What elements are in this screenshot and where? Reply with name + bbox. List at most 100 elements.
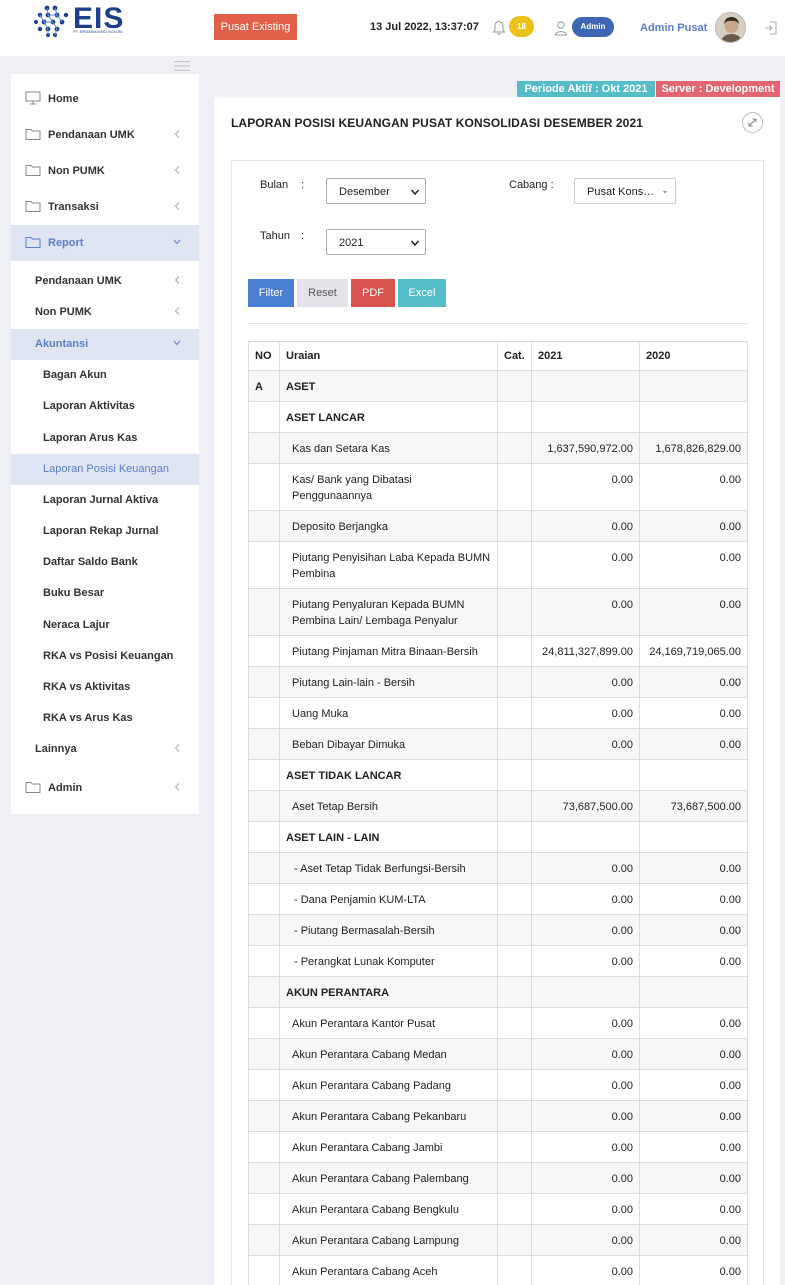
cell-uraian: Akun Perantara Cabang Bengkulu — [279, 1193, 498, 1225]
sidebar-sub-akuntansi[interactable]: Akuntansi — [11, 329, 199, 360]
sidebar-link-laporan-jurnal-aktiva[interactable]: Laporan Jurnal Aktiva — [11, 485, 199, 516]
bulan-select[interactable]: Desember — [326, 178, 426, 204]
sidebar-item-pendanaan-umk[interactable]: Pendanaan UMK — [11, 117, 199, 153]
cell-uraian: ASET LAIN - LAIN — [279, 821, 498, 853]
sidebar-link-label: RKA vs Posisi Keuangan — [43, 650, 174, 662]
sidebar-link-laporan-posisi-keuangan[interactable]: Laporan Posisi Keuangan — [11, 454, 199, 485]
bell-icon[interactable] — [492, 20, 506, 36]
table-section-row: ASET LAIN - LAIN — [248, 821, 748, 853]
user-name[interactable]: Admin Pusat — [640, 22, 708, 34]
sidebar-link-laporan-aktivitas[interactable]: Laporan Aktivitas — [11, 391, 199, 422]
sidebar-link-laporan-arus-kas[interactable]: Laporan Arus Kas — [11, 423, 199, 454]
page-title: LAPORAN POSISI KEUANGAN PUSAT KONSOLIDAS… — [231, 116, 644, 130]
cell-cat — [497, 852, 532, 884]
sidebar-item-admin[interactable]: Admin — [11, 770, 199, 806]
table-section-row: ASET TIDAK LANCAR — [248, 759, 748, 791]
cell-cat — [497, 759, 532, 791]
cell-no — [248, 1007, 280, 1039]
cell-no — [248, 759, 280, 791]
cell-no — [248, 1100, 280, 1132]
cell-uraian: Akun Perantara Cabang Jambi — [279, 1131, 498, 1163]
tahun-select-value: 2021 — [339, 237, 364, 249]
sidebar-link-neraca-lajur[interactable]: Neraca Lajur — [11, 610, 199, 641]
hamburger-menu-icon[interactable] — [174, 60, 190, 72]
expand-button[interactable] — [742, 112, 763, 133]
cell-uraian: - Piutang Bermasalah-Bersih — [279, 914, 498, 946]
sidebar-link-rka-vs-aktivitas[interactable]: RKA vs Aktivitas — [11, 672, 199, 703]
sidebar-item-home[interactable]: Home — [11, 81, 199, 117]
cell-2021 — [531, 821, 640, 853]
cell-2021: 0.00 — [531, 1131, 640, 1163]
avatar[interactable] — [715, 12, 746, 43]
report-panel: LAPORAN POSISI KEUANGAN PUSAT KONSOLIDAS… — [214, 97, 780, 1285]
notification-count-badge[interactable]: 18 — [509, 16, 534, 37]
chevron-left-icon — [174, 744, 180, 752]
avatar-photo-icon — [716, 13, 745, 42]
cell-2020: 0.00 — [639, 914, 748, 946]
filter-button[interactable]: Filter — [248, 279, 294, 307]
sidebar-link-buku-besar[interactable]: Buku Besar — [11, 578, 199, 609]
cell-2021: 0.00 — [531, 1255, 640, 1285]
cell-2020: 0.00 — [639, 1038, 748, 1070]
sidebar-sub-non-pumk[interactable]: Non PUMK — [11, 297, 199, 328]
sidebar-item-label: Non PUMK — [48, 165, 105, 177]
sidebar-item-non-pumk[interactable]: Non PUMK — [11, 153, 199, 189]
colon-separator: : — [301, 230, 305, 242]
cell-cat — [497, 1162, 532, 1194]
sidebar-item-report[interactable]: Report — [11, 225, 199, 261]
cell-2021: 1,637,590,972.00 — [531, 432, 640, 464]
cell-no — [248, 401, 280, 433]
cabang-select[interactable]: Pusat Kons… — [574, 178, 676, 204]
sidebar: Home Pendanaan UMK Non PUMK Transaksi Re… — [11, 74, 199, 814]
sidebar-sub-lainnya[interactable]: Lainnya — [11, 734, 199, 765]
cell-uraian: - Aset Tetap Tidak Berfungsi-Bersih — [279, 852, 498, 884]
cell-2021: 0.00 — [531, 945, 640, 977]
sidebar-item-transaksi[interactable]: Transaksi — [11, 189, 199, 225]
pusat-existing-button[interactable]: Pusat Existing — [214, 14, 297, 40]
cell-uraian: Piutang Lain-lain - Bersih — [279, 666, 498, 698]
sidebar-link-label: RKA vs Aktivitas — [43, 681, 131, 693]
sidebar-item-label: Transaksi — [48, 201, 99, 213]
cell-2020: 0.00 — [639, 1193, 748, 1225]
cell-2021: 0.00 — [531, 697, 640, 729]
cell-cat — [497, 945, 532, 977]
cell-2020 — [639, 401, 748, 433]
folder-icon — [25, 165, 41, 176]
excel-button[interactable]: Excel — [398, 279, 446, 307]
sidebar-link-rka-vs-arus-kas[interactable]: RKA vs Arus Kas — [11, 703, 199, 734]
cell-no — [248, 666, 280, 698]
cell-2021: 0.00 — [531, 1069, 640, 1101]
eis-logo[interactable]: EIS PT. ERSAINOVASI SOLUSI — [33, 2, 128, 38]
sidebar-link-rka-vs-posisi-keuangan[interactable]: RKA vs Posisi Keuangan — [11, 641, 199, 672]
sidebar-sub-pendanaan-umk[interactable]: Pendanaan UMK — [11, 266, 199, 297]
cell-2020: 0.00 — [639, 510, 748, 542]
cell-2021: 0.00 — [531, 541, 640, 589]
sidebar-link-label: Laporan Arus Kas — [43, 432, 138, 444]
cell-2021: 0.00 — [531, 1193, 640, 1225]
cell-cat — [497, 370, 532, 402]
table-row: Piutang Penyisihan Laba Kepada BUMN Pemb… — [248, 541, 748, 589]
table-row: Uang Muka 0.00 0.00 — [248, 697, 748, 729]
table-row: Akun Perantara Cabang Medan 0.00 0.00 — [248, 1038, 748, 1070]
tahun-select[interactable]: 2021 — [326, 229, 426, 255]
sidebar-link-label: Neraca Lajur — [43, 619, 110, 631]
logout-icon[interactable] — [764, 20, 778, 36]
cell-2021 — [531, 759, 640, 791]
cell-cat — [497, 697, 532, 729]
cell-no — [248, 635, 280, 667]
table-row: Kas/ Bank yang Dibatasi Penggunaannya 0.0… — [248, 463, 748, 511]
sidebar-link-laporan-rekap-jurnal[interactable]: Laporan Rekap Jurnal — [11, 516, 199, 547]
reset-button[interactable]: Reset — [297, 279, 348, 307]
table-row: - Piutang Bermasalah-Bersih 0.00 0.00 — [248, 914, 748, 946]
sidebar-link-bagan-akun[interactable]: Bagan Akun — [11, 360, 199, 391]
column-header-2021: 2021 — [531, 341, 640, 371]
cell-2021: 0.00 — [531, 666, 640, 698]
chevron-left-icon — [174, 276, 180, 284]
sidebar-link-daftar-saldo-bank[interactable]: Daftar Saldo Bank — [11, 547, 199, 578]
column-header-2020: 2020 — [639, 341, 748, 371]
cell-2020: 0.00 — [639, 697, 748, 729]
cell-2021: 0.00 — [531, 1100, 640, 1132]
sidebar-sub-label: Lainnya — [35, 743, 77, 755]
cell-2021: 0.00 — [531, 1007, 640, 1039]
pdf-button[interactable]: PDF — [351, 279, 395, 307]
